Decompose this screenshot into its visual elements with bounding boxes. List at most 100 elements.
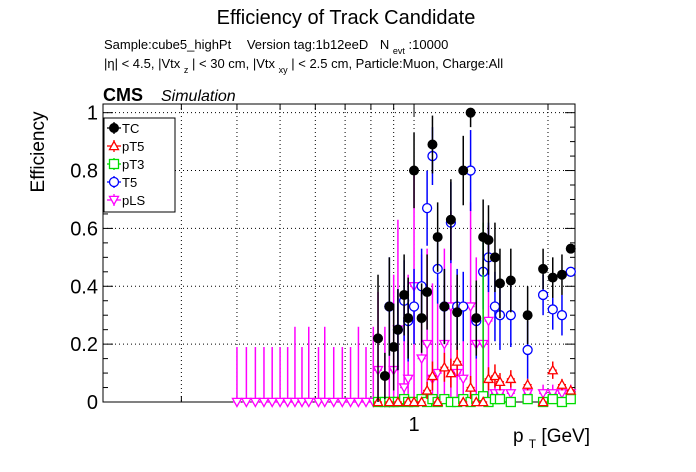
data-point (360, 347, 372, 408)
data-point (547, 361, 559, 379)
subtitle-line-1: Sample:cube5_highPt Version tag:1b12eeD … (104, 37, 448, 57)
point-marker (556, 396, 568, 408)
point-marker (289, 397, 301, 408)
sample-label: Sample:cube5_highPt (104, 37, 232, 52)
point-marker (537, 289, 549, 301)
nevt-sub: evt (393, 46, 406, 56)
data-point (274, 347, 286, 408)
point-marker (537, 396, 549, 407)
point-marker (416, 396, 428, 407)
data-point (240, 347, 252, 408)
point-marker (352, 397, 365, 408)
data-point (403, 277, 414, 359)
y-tick-label: 0.2 (70, 334, 98, 356)
data-point (438, 352, 450, 382)
data-point (556, 378, 568, 391)
data-point (426, 361, 439, 391)
point-marker (458, 301, 469, 312)
legend-entry-T5: T5 (107, 175, 137, 190)
y-tick-label: 1 (87, 103, 98, 125)
nevt-prefix: N (380, 37, 389, 52)
y-tick-label: 0 (87, 392, 98, 414)
point-marker (303, 397, 315, 408)
data-point (432, 202, 443, 272)
point-marker (383, 396, 395, 407)
legend-label: pT5 (122, 139, 144, 154)
legend-entry-pT3: pT3 (107, 157, 144, 172)
point-marker (565, 384, 577, 395)
point-marker (445, 214, 456, 225)
point-marker (494, 393, 506, 405)
point-marker (416, 313, 427, 324)
data-point (427, 115, 438, 174)
data-point (408, 396, 420, 407)
point-marker (402, 374, 414, 385)
data-point (556, 254, 567, 295)
point-marker (416, 354, 428, 365)
point-marker (471, 313, 482, 324)
point-marker (258, 397, 270, 408)
chart-title: Efficiency of Track Candidate (217, 7, 476, 29)
point-marker (231, 397, 243, 408)
legend-marker (108, 158, 120, 170)
series-pT5 (372, 347, 577, 407)
data-point (565, 384, 577, 395)
legend: TC pT5 pT3 T5 pLS (103, 117, 176, 213)
data-point (465, 107, 476, 128)
data-point (505, 396, 516, 408)
point-marker (565, 243, 576, 254)
point-marker (379, 370, 390, 381)
data-point (249, 347, 261, 408)
data-point (547, 393, 558, 405)
cut-sub-xy: xy (279, 65, 289, 75)
data-point (458, 135, 469, 206)
data-point (489, 364, 501, 388)
point-marker (505, 373, 517, 384)
point-marker (494, 278, 505, 289)
point-marker (432, 232, 443, 243)
data-point (266, 347, 278, 408)
point-marker (388, 342, 399, 353)
y-tick-label: 0.4 (70, 276, 98, 298)
data-point (470, 396, 482, 407)
point-marker (547, 304, 558, 315)
data-point (522, 378, 534, 391)
simulation-label: Simulation (161, 88, 236, 105)
point-marker (427, 139, 438, 150)
data-point (231, 347, 243, 408)
point-marker (439, 301, 450, 312)
point-marker (408, 396, 420, 407)
data-point (522, 320, 533, 379)
x-axis-title-unit: [GeV] (541, 426, 590, 447)
data-point (505, 370, 517, 388)
point-marker (547, 393, 558, 405)
point-marker (522, 378, 534, 389)
point-marker (240, 397, 252, 408)
data-point (451, 347, 463, 376)
point-marker (421, 339, 433, 350)
data-point (471, 280, 482, 356)
point-marker (445, 367, 457, 378)
data-point (547, 257, 558, 298)
point-marker (538, 263, 549, 274)
data-point (328, 347, 340, 408)
point-marker (565, 266, 576, 277)
point-marker (438, 361, 450, 372)
legend-marker (108, 140, 120, 151)
cut-sub-z: z (184, 65, 189, 75)
point-marker (421, 384, 433, 395)
point-marker (296, 397, 308, 408)
point-marker (328, 397, 340, 408)
data-point (522, 286, 533, 345)
data-point (336, 347, 348, 408)
point-marker (505, 396, 516, 408)
data-point (494, 248, 505, 319)
point-marker (398, 383, 410, 394)
point-marker (422, 287, 433, 298)
point-marker (403, 313, 414, 324)
version-label: Version tag:1b12eeD (247, 37, 368, 52)
point-marker (547, 272, 558, 283)
data-point (505, 248, 516, 313)
point-marker (384, 301, 395, 312)
